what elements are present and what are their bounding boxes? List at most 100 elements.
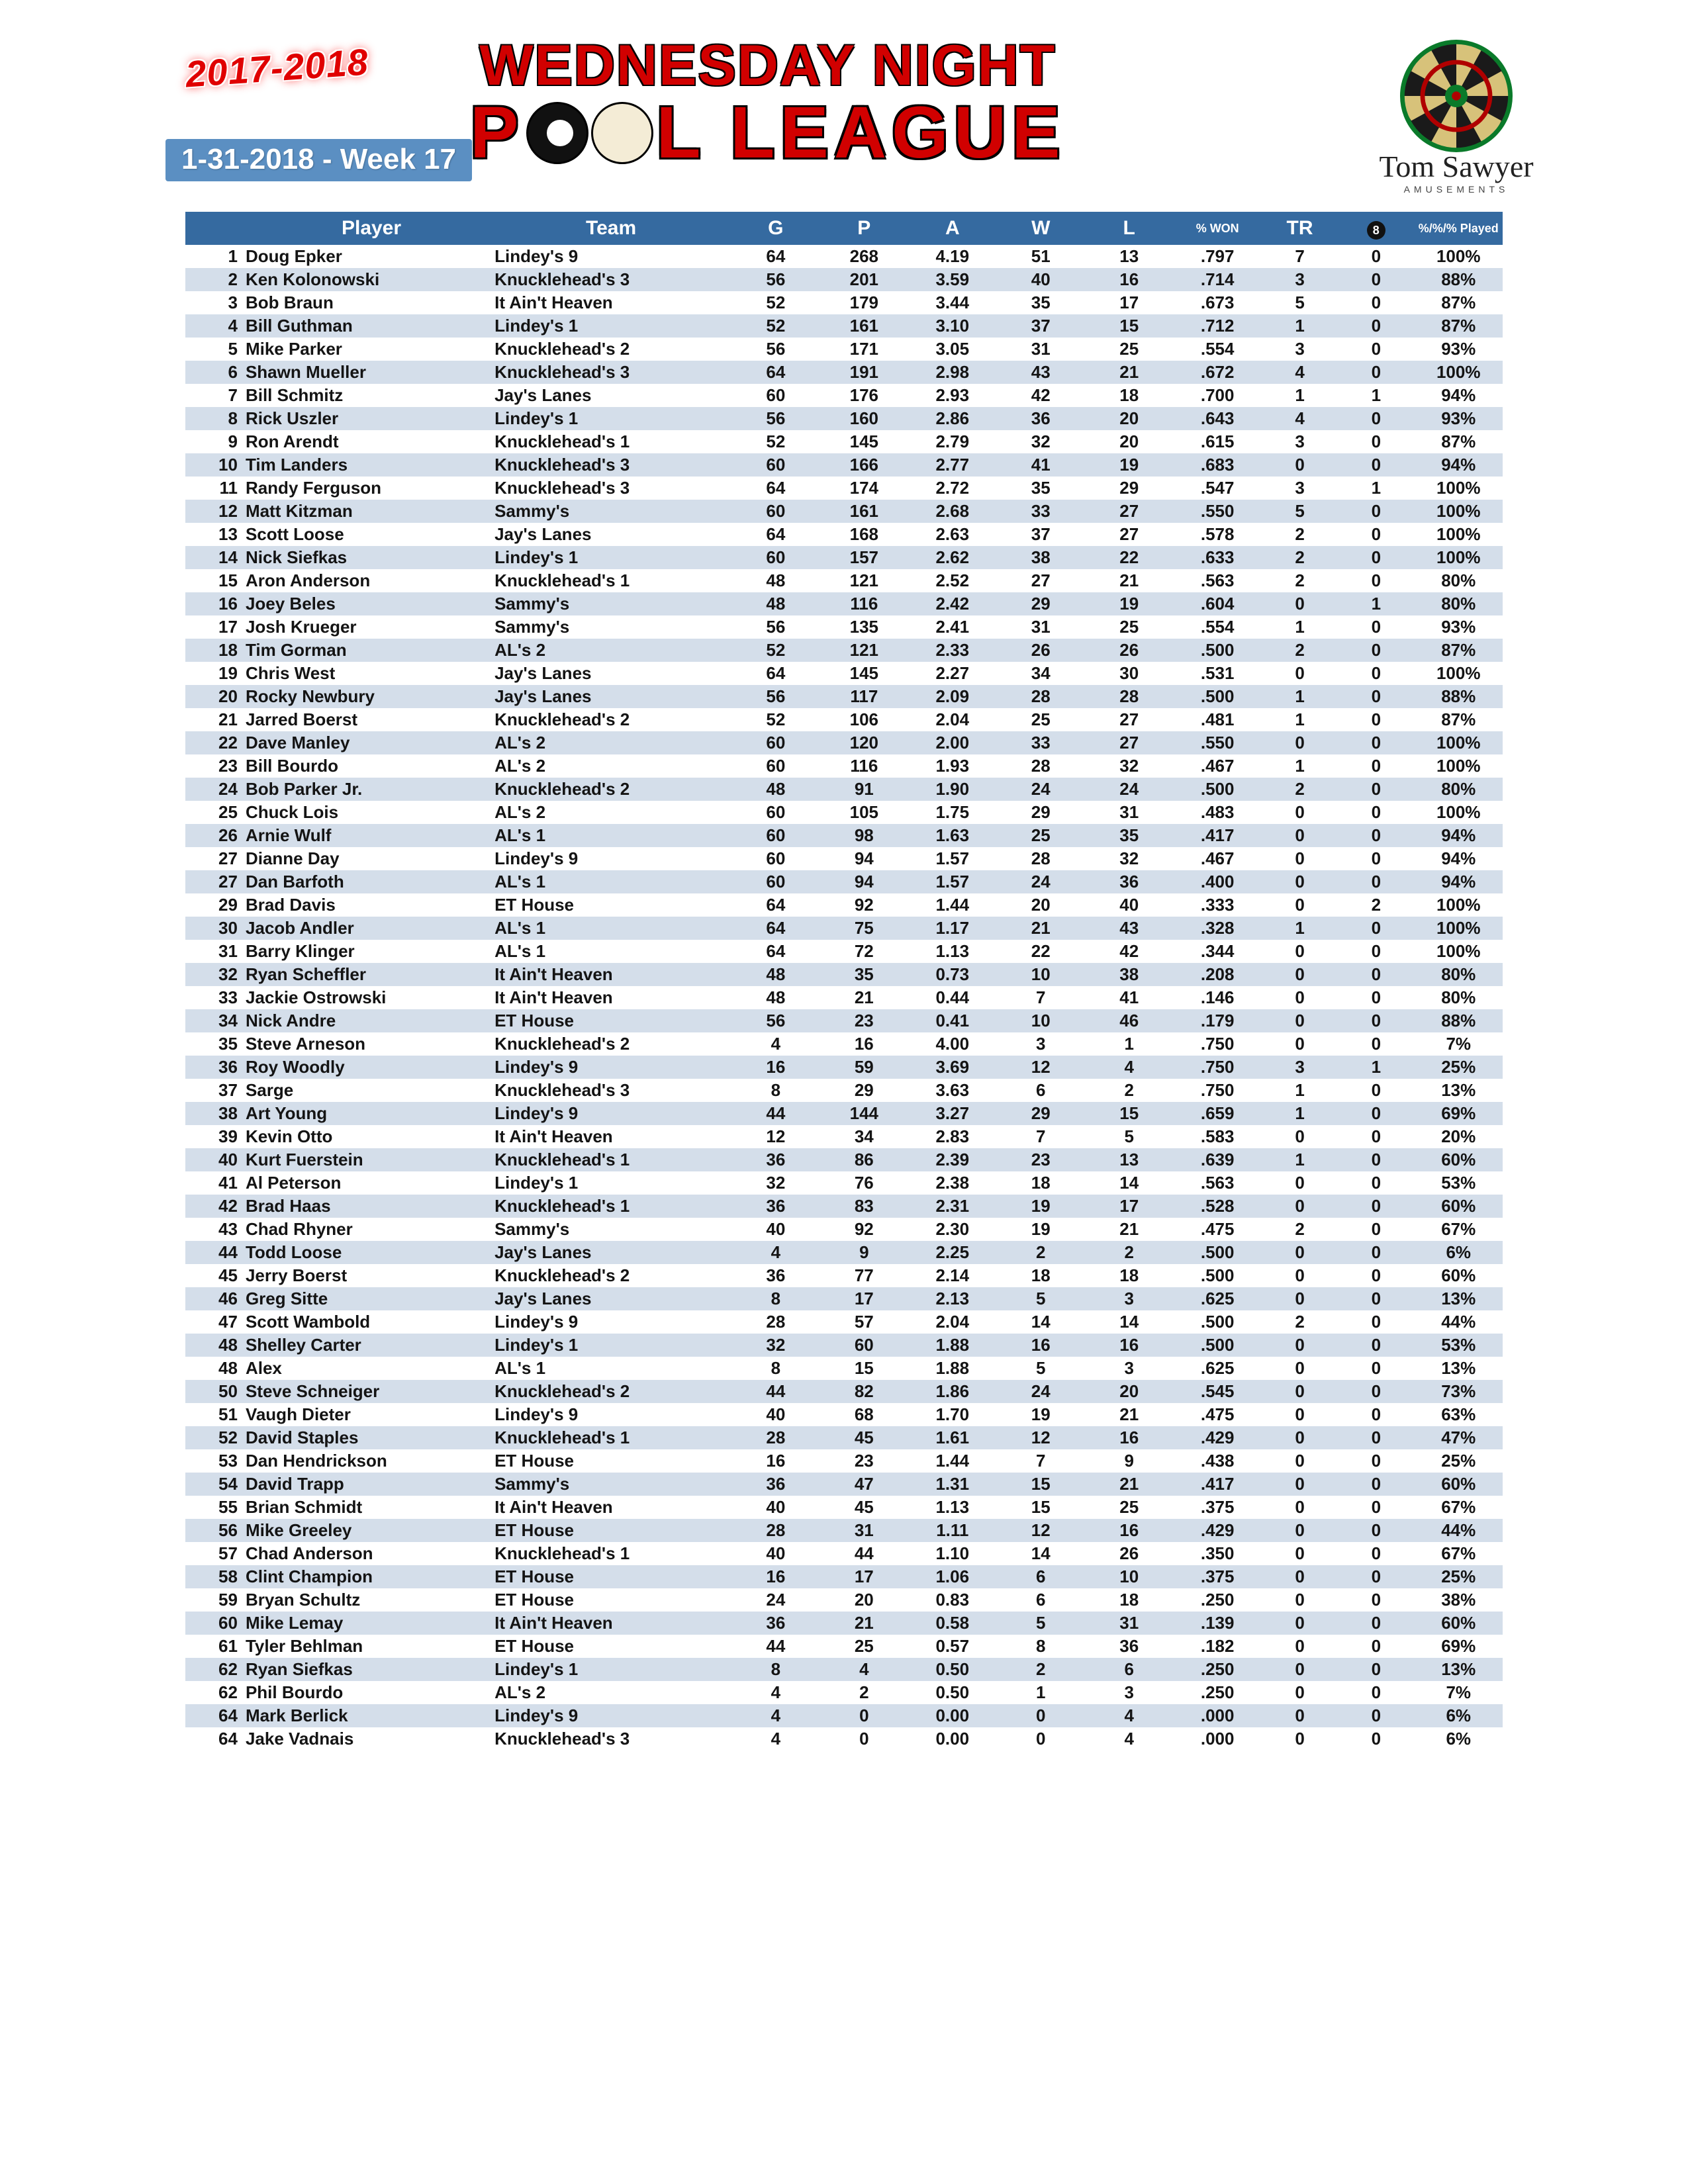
cell-eight: 2 — [1338, 893, 1414, 917]
cell-rank: 51 — [185, 1403, 242, 1426]
table-row: 17Josh KruegerSammy's561352.413125.55410… — [185, 615, 1503, 639]
table-row: 36Roy WoodlyLindey's 916593.69124.750312… — [185, 1056, 1503, 1079]
cell-g: 52 — [731, 639, 820, 662]
cell-pct: .583 — [1173, 1125, 1261, 1148]
cell-w: 6 — [997, 1588, 1085, 1612]
cell-team: Knucklehead's 1 — [491, 430, 731, 453]
cell-w: 14 — [997, 1310, 1085, 1334]
cell-team: AL's 1 — [491, 917, 731, 940]
cell-player: Josh Krueger — [242, 615, 491, 639]
cell-eight: 0 — [1338, 1704, 1414, 1727]
cell-pct: .750 — [1173, 1079, 1261, 1102]
season-badge: 2017-2018 — [184, 40, 370, 95]
cell-l: 4 — [1085, 1727, 1173, 1751]
cell-team: ET House — [491, 1635, 731, 1658]
cell-l: 31 — [1085, 801, 1173, 824]
cell-w: 37 — [997, 314, 1085, 338]
col-tr: TR — [1262, 212, 1338, 245]
cell-l: 22 — [1085, 546, 1173, 569]
cell-team: Jay's Lanes — [491, 662, 731, 685]
cell-played: 87% — [1414, 639, 1503, 662]
cell-l: 1 — [1085, 1032, 1173, 1056]
cell-rank: 29 — [185, 893, 242, 917]
cell-played: 80% — [1414, 986, 1503, 1009]
cell-rank: 9 — [185, 430, 242, 453]
cell-pct: .550 — [1173, 500, 1261, 523]
table-row: 42Brad HaasKnucklehead's 136832.311917.5… — [185, 1195, 1503, 1218]
table-body: 1Doug EpkerLindey's 9642684.195113.79770… — [185, 245, 1503, 1751]
cell-tr: 0 — [1262, 893, 1338, 917]
table-row: 56Mike GreeleyET House28311.111216.42900… — [185, 1519, 1503, 1542]
cell-w: 10 — [997, 1009, 1085, 1032]
cell-rank: 35 — [185, 1032, 242, 1056]
cell-w: 5 — [997, 1357, 1085, 1380]
cell-a: 0.73 — [908, 963, 996, 986]
cell-w: 21 — [997, 917, 1085, 940]
cell-tr: 0 — [1262, 1380, 1338, 1403]
cell-played: 94% — [1414, 870, 1503, 893]
cell-a: 1.57 — [908, 847, 996, 870]
cell-team: ET House — [491, 1519, 731, 1542]
cell-l: 40 — [1085, 893, 1173, 917]
cell-tr: 0 — [1262, 847, 1338, 870]
cell-w: 29 — [997, 592, 1085, 615]
cell-l: 2 — [1085, 1079, 1173, 1102]
cell-played: 25% — [1414, 1056, 1503, 1079]
cell-l: 32 — [1085, 847, 1173, 870]
cell-player: Brad Haas — [242, 1195, 491, 1218]
cell-player: Steve Arneson — [242, 1032, 491, 1056]
cell-tr: 0 — [1262, 1635, 1338, 1658]
cell-w: 6 — [997, 1565, 1085, 1588]
cell-a: 1.61 — [908, 1426, 996, 1449]
cell-g: 36 — [731, 1148, 820, 1171]
cell-played: 87% — [1414, 430, 1503, 453]
cell-eight: 0 — [1338, 291, 1414, 314]
cell-a: 1.75 — [908, 801, 996, 824]
cell-g: 60 — [731, 870, 820, 893]
cell-rank: 18 — [185, 639, 242, 662]
cell-w: 24 — [997, 1380, 1085, 1403]
cell-tr: 1 — [1262, 708, 1338, 731]
cell-l: 21 — [1085, 1473, 1173, 1496]
cell-team: Lindey's 1 — [491, 1171, 731, 1195]
cell-pct: .554 — [1173, 338, 1261, 361]
cell-played: 53% — [1414, 1171, 1503, 1195]
cell-played: 100% — [1414, 662, 1503, 685]
cell-team: Lindey's 9 — [491, 1102, 731, 1125]
cell-eight: 0 — [1338, 1357, 1414, 1380]
cell-l: 32 — [1085, 754, 1173, 778]
cell-g: 56 — [731, 1009, 820, 1032]
cell-p: 135 — [820, 615, 908, 639]
cell-l: 18 — [1085, 384, 1173, 407]
title-line-2: P L LEAGUE — [470, 99, 1066, 168]
cell-w: 35 — [997, 291, 1085, 314]
cell-player: Dave Manley — [242, 731, 491, 754]
cell-w: 18 — [997, 1171, 1085, 1195]
cell-g: 12 — [731, 1125, 820, 1148]
cell-pct: .750 — [1173, 1056, 1261, 1079]
cell-eight: 0 — [1338, 1380, 1414, 1403]
cell-p: 171 — [820, 338, 908, 361]
cell-team: Jay's Lanes — [491, 685, 731, 708]
cell-g: 60 — [731, 546, 820, 569]
cell-a: 1.44 — [908, 893, 996, 917]
cell-a: 3.63 — [908, 1079, 996, 1102]
cell-played: 80% — [1414, 592, 1503, 615]
table-row: 5Mike ParkerKnucklehead's 2561713.053125… — [185, 338, 1503, 361]
table-row: 31Barry KlingerAL's 164721.132242.344001… — [185, 940, 1503, 963]
table-row: 16Joey BelesSammy's481162.422919.6040180… — [185, 592, 1503, 615]
cell-team: AL's 2 — [491, 754, 731, 778]
cell-player: Bob Braun — [242, 291, 491, 314]
cell-p: 31 — [820, 1519, 908, 1542]
cell-g: 32 — [731, 1171, 820, 1195]
cell-pct: .700 — [1173, 384, 1261, 407]
cell-l: 15 — [1085, 314, 1173, 338]
cell-team: AL's 1 — [491, 870, 731, 893]
cell-tr: 0 — [1262, 662, 1338, 685]
cell-player: Doug Epker — [242, 245, 491, 268]
cell-eight: 0 — [1338, 338, 1414, 361]
cell-played: 60% — [1414, 1612, 1503, 1635]
cell-w: 26 — [997, 639, 1085, 662]
cell-player: Dan Barfoth — [242, 870, 491, 893]
cell-rank: 62 — [185, 1681, 242, 1704]
